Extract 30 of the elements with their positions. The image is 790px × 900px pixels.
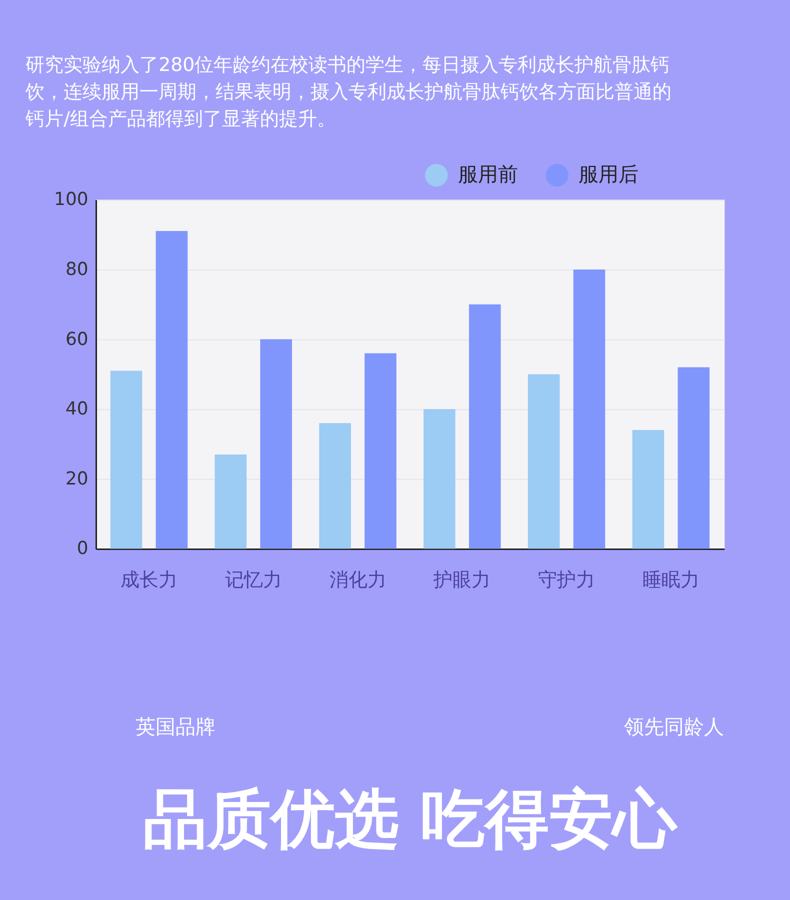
bar	[214, 454, 247, 549]
x-tick-label: 记忆力	[224, 569, 282, 592]
x-tick-label: 守护力	[538, 569, 596, 592]
text: 领先同龄人	[624, 714, 724, 738]
x-tick-label: 睡眠力	[642, 569, 700, 592]
bar	[110, 370, 142, 549]
legend-label: 服用后	[578, 162, 639, 186]
chart-title: 研究实验纳入了280位年龄约在校读书的学生，每日摄入专利成长护航骨肽钙饮，连续服用一周期，结果表明，摄入专利成长护航骨肽钙饮各方面比普通的钙片/组合产品都得到了显著的提升。	[24, 54, 672, 130]
y-tick-label: 20	[65, 468, 88, 490]
x-tick-label: 护眼力	[432, 569, 491, 592]
y-tick-label: 60	[65, 328, 88, 350]
y-tick-label: 40	[65, 398, 88, 420]
text: 品质优选 吃得安心	[142, 783, 678, 858]
bar	[573, 269, 606, 549]
x-tick-label: 成长力	[120, 569, 178, 592]
legend-label: 服用前	[458, 162, 518, 186]
bar	[678, 367, 710, 549]
x-tick-label: 消化力	[329, 569, 386, 592]
bar	[319, 423, 351, 549]
bar	[424, 409, 456, 549]
bar	[364, 353, 396, 549]
bar	[632, 430, 664, 549]
y-tick-label: 100	[54, 189, 88, 210]
bar	[156, 231, 188, 549]
y-tick-label: 0	[76, 538, 88, 560]
bar	[468, 304, 501, 549]
y-tick-label: 80	[65, 258, 88, 280]
bar	[528, 374, 560, 549]
bar	[260, 339, 292, 549]
text: 英国品牌	[136, 714, 216, 738]
